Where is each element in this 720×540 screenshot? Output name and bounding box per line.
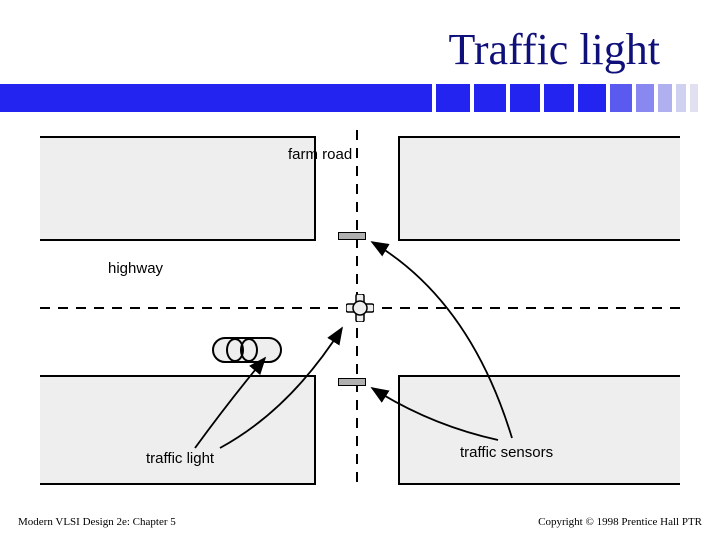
car-icon <box>212 337 282 363</box>
accent-seg <box>676 84 686 112</box>
accent-seg <box>690 84 698 112</box>
footer-left: Modern VLSI Design 2e: Chapter 5 <box>18 516 176 528</box>
accent-band <box>0 84 720 112</box>
accent-seg <box>610 84 632 112</box>
traffic-light-icon <box>346 294 374 322</box>
intersection-diagram: farm road highway traffic light traffic … <box>40 130 680 470</box>
label-farm-road: farm road <box>288 146 352 163</box>
sensor-bottom <box>338 378 366 386</box>
accent-seg <box>436 84 470 112</box>
accent-seg <box>658 84 672 112</box>
label-traffic-light: traffic light <box>146 450 214 467</box>
accent-seg <box>544 84 574 112</box>
accent-seg <box>578 84 606 112</box>
page-title: Traffic light <box>449 24 660 75</box>
accent-segments <box>436 84 698 112</box>
sensor-top <box>338 232 366 240</box>
accent-seg <box>474 84 506 112</box>
accent-solid <box>0 84 432 112</box>
label-highway: highway <box>108 260 163 277</box>
label-traffic-sensors: traffic sensors <box>460 444 553 461</box>
footer-right: Copyright © 1998 Prentice Hall PTR <box>538 516 702 528</box>
accent-seg <box>510 84 540 112</box>
accent-seg <box>636 84 654 112</box>
